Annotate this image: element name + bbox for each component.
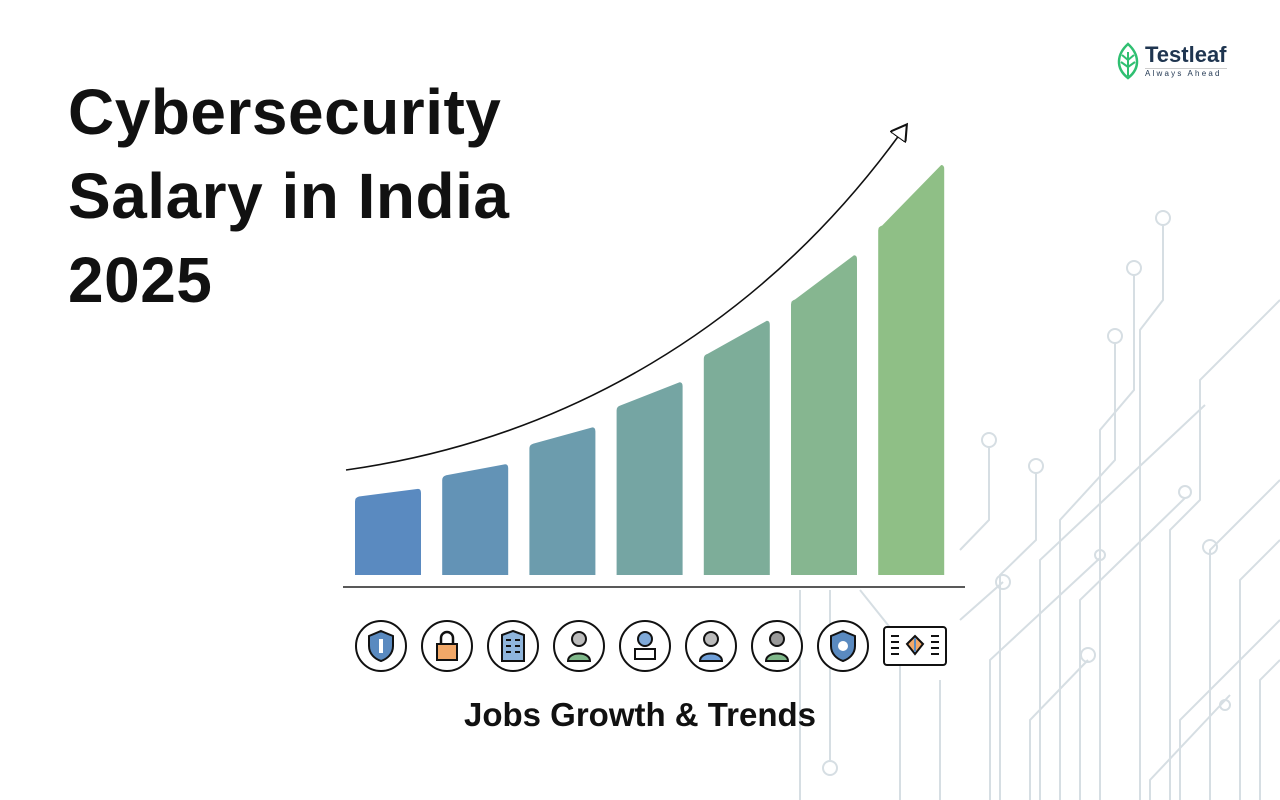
analyst-icon — [553, 620, 605, 672]
testleaf-logo[interactable]: Testleaf Always Ahead — [1115, 42, 1227, 80]
logo-tagline: Always Ahead — [1145, 68, 1227, 78]
title-line-2: Salary in India — [68, 160, 510, 232]
developer-icon — [685, 620, 737, 672]
bar-5 — [703, 320, 770, 575]
logo-name: Testleaf — [1145, 42, 1227, 67]
role-icons — [355, 620, 947, 672]
bar-6 — [791, 255, 857, 575]
shield-icon — [355, 620, 407, 672]
bar-7 — [878, 165, 945, 575]
title-line-1: Cybersecurity — [68, 76, 502, 148]
network-diagram-icon — [883, 626, 947, 666]
bar-1 — [355, 488, 421, 575]
padlock-icon — [421, 620, 473, 672]
title-line-3: 2025 — [68, 244, 213, 316]
subtitle: Jobs Growth & Trends — [463, 696, 817, 733]
consultant-icon — [751, 620, 803, 672]
trend-arrow — [345, 127, 905, 471]
shield-cloud-icon — [817, 620, 869, 672]
bar-4 — [616, 382, 683, 575]
page-title: Cybersecurity Salary in India 2025 — [68, 70, 509, 322]
building-icon — [487, 620, 539, 672]
engineer-icon — [619, 620, 671, 672]
bar-3 — [529, 427, 596, 575]
bar-2 — [442, 464, 509, 575]
leaf-icon — [1117, 42, 1139, 80]
